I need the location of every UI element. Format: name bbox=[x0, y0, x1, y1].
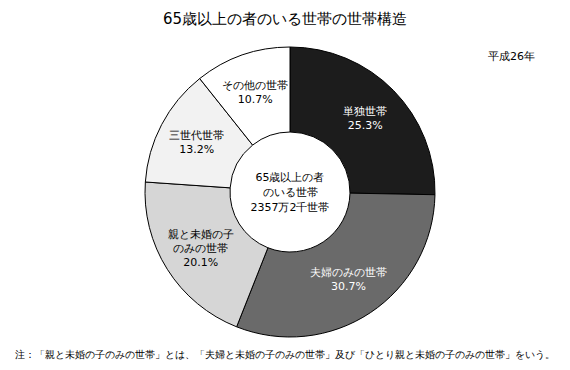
svg-text:その他の世帯: その他の世帯 bbox=[222, 79, 288, 92]
svg-text:注：「親と未婚の子のみの世帯」とは、「夫婦と未婚の子のみの世: 注：「親と未婚の子のみの世帯」とは、「夫婦と未婚の子のみの世帯」及び「ひとり親と… bbox=[15, 349, 555, 360]
svg-text:10.7%: 10.7% bbox=[238, 93, 273, 106]
svg-text:のいる世帯: のいる世帯 bbox=[263, 186, 318, 199]
svg-text:単独世帯: 単独世帯 bbox=[343, 105, 387, 118]
svg-text:25.3%: 25.3% bbox=[348, 119, 383, 132]
svg-text:65歳以上の者: 65歳以上の者 bbox=[256, 171, 325, 184]
svg-text:2357万2千世帯: 2357万2千世帯 bbox=[251, 201, 330, 214]
svg-text:13.2%: 13.2% bbox=[179, 143, 214, 156]
svg-text:20.1%: 20.1% bbox=[183, 256, 218, 269]
svg-text:のみの世帯: のみの世帯 bbox=[173, 242, 228, 255]
svg-text:親と未婚の子: 親と未婚の子 bbox=[168, 228, 234, 241]
svg-text:65歳以上の者のいる世帯の世帯構造: 65歳以上の者のいる世帯の世帯構造 bbox=[163, 10, 407, 28]
svg-text:夫婦のみの世帯: 夫婦のみの世帯 bbox=[310, 266, 387, 279]
svg-text:平成26年: 平成26年 bbox=[488, 50, 535, 63]
svg-text:30.7%: 30.7% bbox=[331, 280, 366, 293]
svg-text:三世代世帯: 三世代世帯 bbox=[169, 129, 224, 142]
